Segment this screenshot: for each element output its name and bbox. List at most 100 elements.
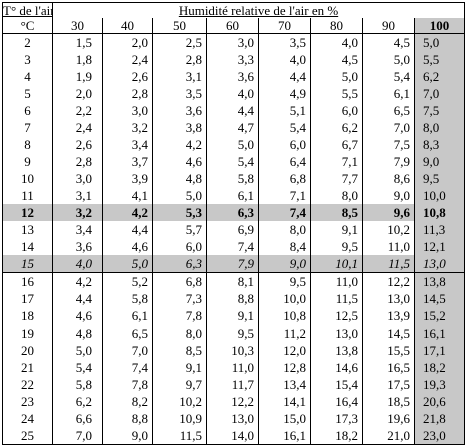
humidity-value-cell: 3,4 [52,221,103,239]
humidity-value-cell: 4,6 [102,238,153,256]
humidity-value-cell: 7,0 [102,341,153,359]
table-row: 13 3,4 4,4 5,7 6,9 8,0 9,1 10,2 11,3 [2,221,465,239]
humidity-value-cell: 11,7 [206,375,259,393]
humidity-value-cell: 8,5 [310,204,363,222]
humidity-value-cell: 12,8 [258,358,311,376]
humidity-value-cell: 17,3 [310,409,363,427]
humidity-value-cell: 21,8 [414,409,465,427]
humidity-value-cell: 6,0 [152,238,207,256]
column-header: 90 [362,18,415,34]
humidity-value-cell: 6,5 [102,324,153,342]
humidity-value-cell: 6,4 [258,153,311,171]
column-header: 70 [258,18,311,34]
humidity-value-cell: 8,2 [102,392,153,410]
humidity-value-cell: 4,4 [52,290,103,308]
humidity-value-cell: 10,8 [414,204,465,222]
humidity-value-cell: 5,0 [362,51,415,69]
humidity-value-cell: 2,2 [52,102,103,120]
humidity-value-cell: 8,4 [258,238,311,256]
humidity-value-cell: 2,8 [102,85,153,103]
humidity-value-cell: 7,0 [414,85,465,103]
humidity-value-cell: 13,8 [414,272,465,291]
humidity-value-cell: 5,0 [52,341,103,359]
temperature-cell: 11 [2,187,53,205]
humidity-value-cell: 6,6 [52,409,103,427]
humidity-value-cell: 7,0 [362,119,415,137]
humidity-value-cell: 11,5 [152,426,207,445]
humidity-value-cell: 10,0 [258,290,311,308]
humidity-value-cell: 7,3 [152,290,207,308]
humidity-value-cell: 8,0 [152,324,207,342]
humidity-value-cell: 7,5 [362,136,415,154]
humidity-value-cell: 5,8 [206,170,259,188]
humidity-value-cell: 4,1 [102,187,153,205]
temperature-unit: °C [2,18,53,34]
humidity-value-cell: 11,0 [206,358,259,376]
table-row: 18 4,6 6,1 7,8 9,1 10,8 12,5 13,9 15,2 [2,307,465,325]
humidity-value-cell: 17,5 [362,375,415,393]
humidity-value-cell: 5,4 [52,358,103,376]
humidity-value-cell: 10,0 [414,187,465,205]
humidity-value-cell: 13,8 [310,341,363,359]
humidity-value-cell: 10,9 [152,409,207,427]
humidity-value-cell: 5,4 [206,153,259,171]
humidity-value-cell: 3,5 [258,33,311,52]
humidity-value-cell: 14,5 [414,290,465,308]
humidity-value-cell: 12,5 [310,307,363,325]
humidity-value-cell: 19,3 [414,375,465,393]
humidity-value-cell: 4,2 [52,272,103,291]
humidity-value-cell: 7,4 [206,238,259,256]
humidity-value-cell: 8,3 [414,136,465,154]
temperature-cell: 21 [2,358,53,376]
humidity-value-cell: 5,0 [152,187,207,205]
humidity-value-cell: 9,5 [206,324,259,342]
humidity-value-cell: 3,3 [206,51,259,69]
humidity-value-cell: 17,1 [414,341,465,359]
table-row: 12 3,2 4,2 5,3 6,3 7,4 8,5 9,6 10,8 [2,204,465,222]
humidity-value-cell: 5,1 [258,102,311,120]
humidity-value-cell: 9,6 [362,204,415,222]
humidity-value-cell: 3,0 [52,170,103,188]
humidity-value-cell: 2,0 [52,85,103,103]
humidity-value-cell: 10,3 [206,341,259,359]
table-body: 2 1,5 2,0 2,5 3,0 3,5 4,0 4,5 5,0 3 1,8 2,4 2,8 3,3 4,… [2,33,465,445]
humidity-value-cell: 20,6 [414,392,465,410]
table-row: 14 3,6 4,6 6,0 7,4 8,4 9,5 11,0 12,1 [2,238,465,256]
temperature-cell: 10 [2,170,53,188]
humidity-value-cell: 16,4 [310,392,363,410]
humidity-value-cell: 10,2 [152,392,207,410]
humidity-value-cell: 16,1 [258,426,311,445]
column-header: 60 [206,18,259,34]
humidity-value-cell: 7,9 [362,153,415,171]
humidity-value-cell: 7,8 [102,375,153,393]
table-row: 11 3,1 4,1 5,0 6,1 7,1 8,0 9,0 10,0 [2,187,465,205]
humidity-value-cell: 7,4 [258,204,311,222]
humidity-value-cell: 4,4 [258,68,311,86]
humidity-value-cell: 6,2 [310,119,363,137]
humidity-value-cell: 21,0 [362,426,415,445]
humidity-value-cell: 8,5 [152,341,207,359]
humidity-value-cell: 2,6 [102,68,153,86]
humidity-value-cell: 5,0 [206,136,259,154]
humidity-value-cell: 3,0 [206,33,259,52]
humidity-value-cell: 9,1 [152,358,207,376]
temperature-cell: 14 [2,238,53,256]
table-row: 25 7,0 9,0 11,5 14,0 16,1 18,2 21,0 23,0 [2,426,465,445]
humidity-value-cell: 12,2 [206,392,259,410]
humidity-value-cell: 7,0 [52,426,103,445]
humidity-value-cell: 14,0 [206,426,259,445]
humidity-value-cell: 5,2 [102,272,153,291]
humidity-value-cell: 4,4 [102,221,153,239]
temperature-cell: 12 [2,204,53,222]
humidity-value-cell: 5,0 [310,68,363,86]
humidity-value-cell: 9,0 [414,153,465,171]
humidity-value-cell: 4,2 [152,136,207,154]
humidity-value-cell: 11,3 [414,221,465,239]
humidity-value-cell: 3,0 [102,102,153,120]
humidity-value-cell: 4,5 [310,51,363,69]
humidity-value-cell: 7,5 [414,102,465,120]
humidity-value-cell: 8,1 [206,272,259,291]
humidity-header: Humidité relative de l'air en % [52,2,465,18]
